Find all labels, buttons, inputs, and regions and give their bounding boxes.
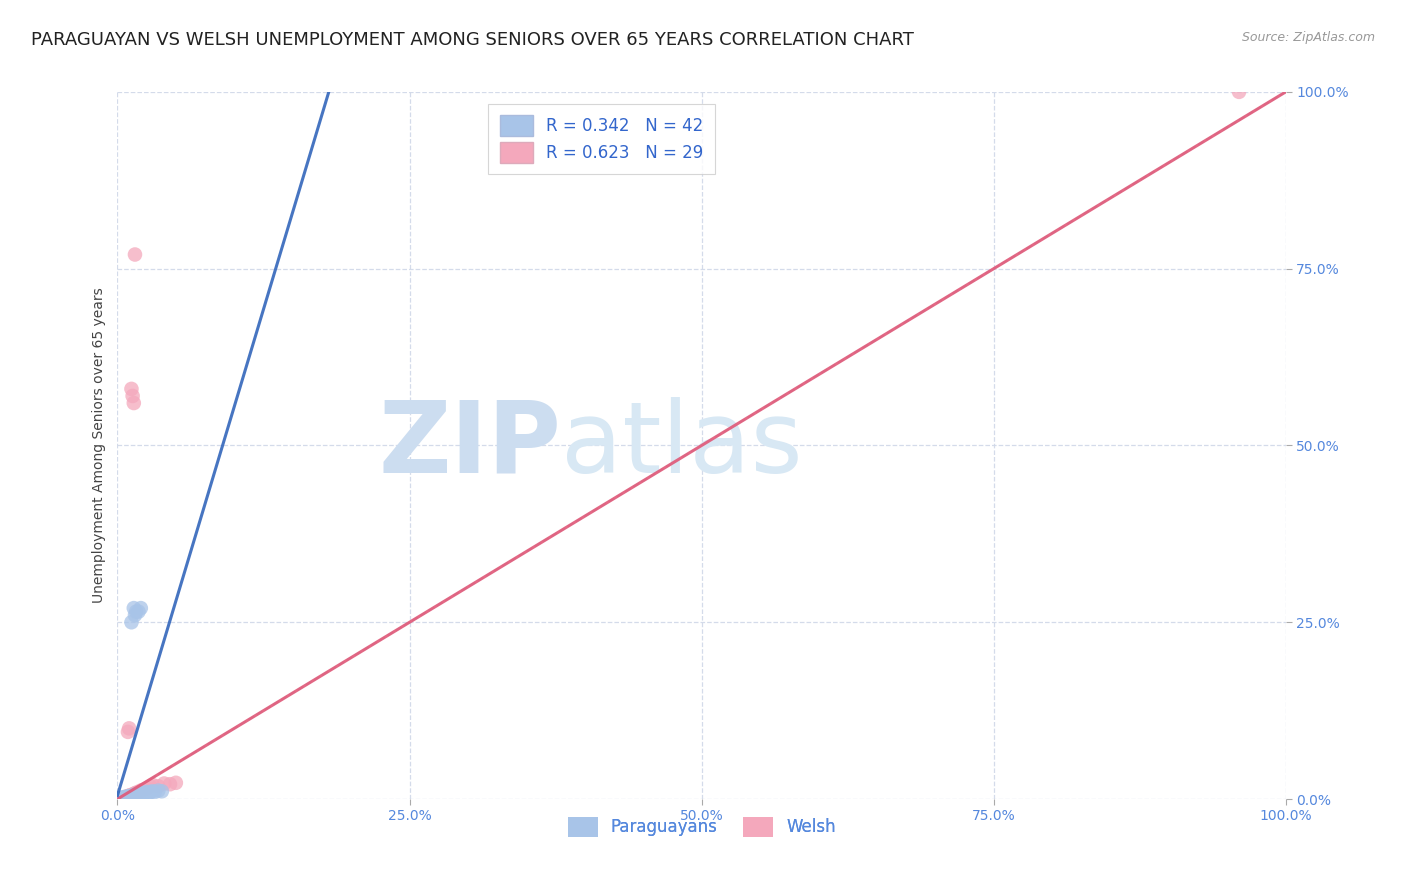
Point — [131, 787, 153, 801]
Point — [132, 783, 155, 797]
Point — [134, 786, 156, 800]
Point — [122, 788, 145, 802]
Point — [117, 789, 139, 804]
Point — [153, 776, 176, 790]
Point — [135, 785, 157, 799]
Point — [143, 785, 166, 799]
Point — [108, 791, 131, 805]
Point — [148, 783, 170, 797]
Point — [120, 789, 142, 804]
Point — [127, 605, 149, 619]
Point — [115, 789, 138, 804]
Point — [115, 790, 138, 805]
Point — [127, 787, 149, 801]
Point — [118, 789, 141, 803]
Point — [107, 792, 129, 806]
Point — [107, 792, 129, 806]
Point — [122, 787, 145, 801]
Point — [1227, 85, 1250, 99]
Point — [124, 786, 146, 800]
Point — [110, 790, 132, 805]
Point — [114, 790, 136, 805]
Point — [132, 786, 155, 800]
Point — [121, 389, 143, 403]
Point — [150, 784, 173, 798]
Point — [121, 789, 143, 804]
Point — [111, 791, 134, 805]
Point — [110, 792, 132, 806]
Legend: Paraguayans, Welsh: Paraguayans, Welsh — [561, 810, 842, 844]
Point — [148, 780, 170, 794]
Point — [117, 724, 139, 739]
Point — [121, 789, 143, 803]
Point — [129, 786, 152, 800]
Point — [114, 791, 136, 805]
Point — [118, 722, 141, 736]
Point — [125, 786, 148, 800]
Point — [112, 790, 135, 805]
Point — [115, 789, 138, 804]
Y-axis label: Unemployment Among Seniors over 65 years: Unemployment Among Seniors over 65 years — [93, 287, 107, 603]
Point — [165, 776, 187, 790]
Point — [118, 790, 141, 805]
Point — [159, 777, 181, 791]
Point — [128, 787, 150, 801]
Text: PARAGUAYAN VS WELSH UNEMPLOYMENT AMONG SENIORS OVER 65 YEARS CORRELATION CHART: PARAGUAYAN VS WELSH UNEMPLOYMENT AMONG S… — [31, 31, 914, 49]
Point — [125, 605, 148, 619]
Point — [114, 790, 136, 805]
Point — [112, 791, 135, 805]
Point — [135, 781, 157, 796]
Point — [124, 789, 146, 803]
Text: atlas: atlas — [561, 397, 803, 494]
Point — [141, 778, 163, 792]
Point — [121, 382, 143, 396]
Point — [121, 788, 143, 802]
Point — [122, 601, 145, 615]
Point — [139, 780, 162, 794]
Point — [118, 789, 141, 804]
Point — [110, 792, 132, 806]
Point — [127, 788, 149, 802]
Text: ZIP: ZIP — [378, 397, 561, 494]
Text: Source: ZipAtlas.com: Source: ZipAtlas.com — [1241, 31, 1375, 45]
Point — [114, 789, 136, 804]
Point — [127, 785, 149, 799]
Point — [139, 785, 162, 799]
Point — [111, 791, 134, 805]
Point — [112, 791, 135, 805]
Point — [124, 608, 146, 623]
Point — [125, 788, 148, 802]
Point — [138, 786, 160, 800]
Point — [141, 784, 163, 798]
Point — [117, 789, 139, 804]
Point — [122, 396, 145, 410]
Point — [129, 783, 152, 797]
Point — [114, 789, 136, 804]
Point — [124, 247, 146, 261]
Point — [121, 615, 143, 630]
Point — [129, 601, 152, 615]
